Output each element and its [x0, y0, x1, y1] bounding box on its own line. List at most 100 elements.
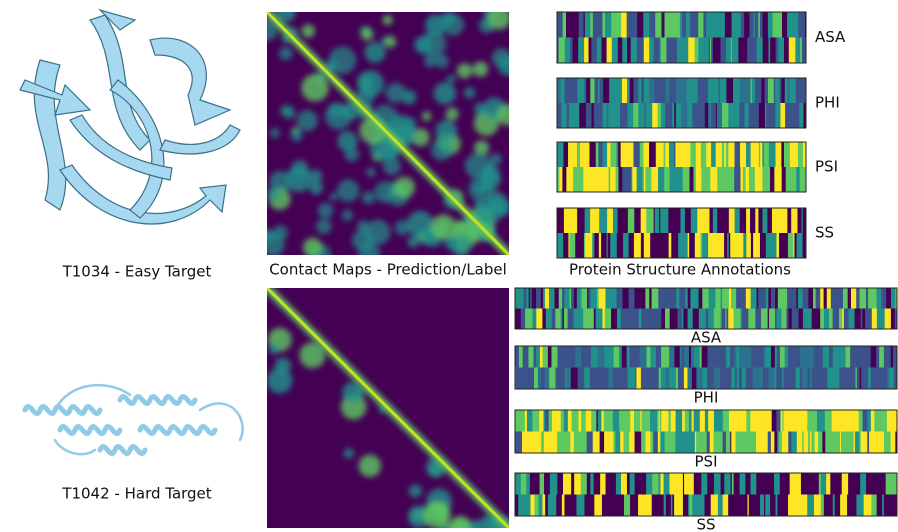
heatmap-stripe: [848, 432, 850, 454]
heatmap-stripe: [774, 368, 776, 390]
map-blob: [316, 219, 331, 234]
heatmap-stripe: [700, 410, 705, 432]
heatmap-stripe: [760, 495, 764, 517]
heatmap-stripe: [616, 473, 619, 495]
heatmap-stripe: [721, 167, 724, 192]
heatmap-stripe: [825, 410, 832, 432]
heatmap-stripe: [632, 495, 638, 517]
heatmap-stripe: [622, 167, 627, 192]
heatmap-stripe: [690, 12, 694, 38]
heatmap-stripe: [650, 233, 654, 258]
heatmap-stripe: [735, 103, 740, 128]
heatmap-stripe: [545, 368, 550, 390]
heatmap-stripe: [555, 288, 557, 309]
heatmap-stripe: [789, 208, 791, 233]
heatmap-stripe: [548, 346, 552, 368]
heatmap-stripe: [545, 410, 549, 432]
heatmap-stripe: [795, 432, 797, 454]
heatmap-stripe: [750, 473, 756, 495]
heatmap-stripe: [704, 495, 709, 517]
heatmap-stripe: [773, 233, 777, 258]
heatmap-stripe: [641, 208, 647, 233]
heatmap-stripe: [609, 78, 616, 103]
heatmap-stripe: [676, 78, 679, 103]
heatmap-stripe: [561, 309, 563, 330]
heatmap-stripe: [777, 346, 780, 368]
heatmap-stripe: [626, 103, 628, 128]
heatmap-stripe: [728, 167, 734, 192]
heatmap-stripe: [532, 410, 539, 432]
heatmap-stripe: [714, 368, 720, 390]
heatmap-stripe: [877, 309, 883, 330]
protein-structure-easy: [20, 10, 240, 224]
heatmap-stripe: [701, 142, 707, 167]
heatmap-stripe: [753, 103, 759, 128]
heatmap-stripe: [746, 208, 750, 233]
heatmap-stripe: [814, 495, 821, 517]
heatmap-stripe: [637, 233, 641, 258]
heatmap-stripe: [699, 309, 706, 330]
heatmap-stripe: [780, 473, 785, 495]
heatmap-stripe: [791, 208, 796, 233]
heatmap-stripe: [778, 38, 784, 64]
heatmap-stripe: [739, 288, 746, 309]
heatmap-stripe: [779, 233, 782, 258]
annotation-heatmap: [557, 12, 806, 63]
heatmap-stripe: [724, 142, 726, 167]
heatmap-stripe: [779, 495, 782, 517]
heatmap-stripe: [666, 346, 669, 368]
heatmap-stripe: [823, 346, 830, 368]
heatmap-stripe: [782, 12, 787, 38]
heatmap-stripe: [658, 167, 664, 192]
heatmap-stripe: [613, 103, 620, 128]
annotation-label: PHI: [694, 389, 719, 407]
heatmap-stripe: [545, 288, 549, 309]
heatmap-stripe: [746, 288, 751, 309]
heatmap-stripe: [891, 288, 894, 309]
heatmap-stripe: [849, 309, 855, 330]
heatmap-stripe: [743, 167, 746, 192]
heatmap-stripe: [709, 495, 711, 517]
heatmap-stripe: [536, 288, 541, 309]
target-label: T1042 - Hard Target: [61, 485, 211, 503]
heatmap-stripe: [598, 142, 603, 167]
heatmap-stripe: [655, 208, 660, 233]
heatmap-stripe: [570, 38, 573, 64]
heatmap-stripe: [770, 167, 775, 192]
heatmap-stripe: [515, 309, 521, 330]
heatmap-stripe: [620, 432, 624, 454]
caption: Protein Structure Annotations: [569, 261, 791, 279]
heatmap-stripe: [568, 309, 574, 330]
heatmap-stripe: [531, 288, 536, 309]
heatmap-stripe: [703, 12, 706, 38]
heatmap-stripe: [827, 288, 831, 309]
heatmap-stripe: [654, 368, 659, 390]
heatmap-stripe: [674, 346, 680, 368]
heatmap-stripe: [765, 346, 771, 368]
map-blob: [318, 203, 333, 218]
heatmap-stripe: [726, 432, 731, 454]
heatmap-stripe: [599, 233, 602, 258]
heatmap-stripe: [807, 309, 809, 330]
heatmap-stripe: [668, 410, 671, 432]
heatmap-stripe: [675, 142, 679, 167]
heatmap-stripe: [571, 346, 575, 368]
heatmap-stripe: [833, 346, 839, 368]
heatmap-stripe: [732, 38, 739, 64]
heatmap-stripe: [705, 410, 709, 432]
heatmap-stripe: [846, 346, 851, 368]
heatmap-stripe: [850, 432, 854, 454]
heatmap-stripe: [616, 167, 619, 192]
heatmap-stripe: [710, 208, 714, 233]
heatmap-stripe: [866, 473, 873, 495]
annotation-label: PHI: [815, 94, 840, 112]
annotation-label: SS: [815, 224, 834, 242]
heatmap-stripe: [816, 346, 823, 368]
heatmap-stripe: [788, 233, 793, 258]
heatmap-stripe: [872, 288, 877, 309]
heatmap-stripe: [723, 208, 730, 233]
heatmap-stripe: [698, 38, 705, 64]
heatmap-stripe: [566, 208, 571, 233]
map-blob: [394, 177, 415, 198]
heatmap-stripe: [708, 233, 711, 258]
